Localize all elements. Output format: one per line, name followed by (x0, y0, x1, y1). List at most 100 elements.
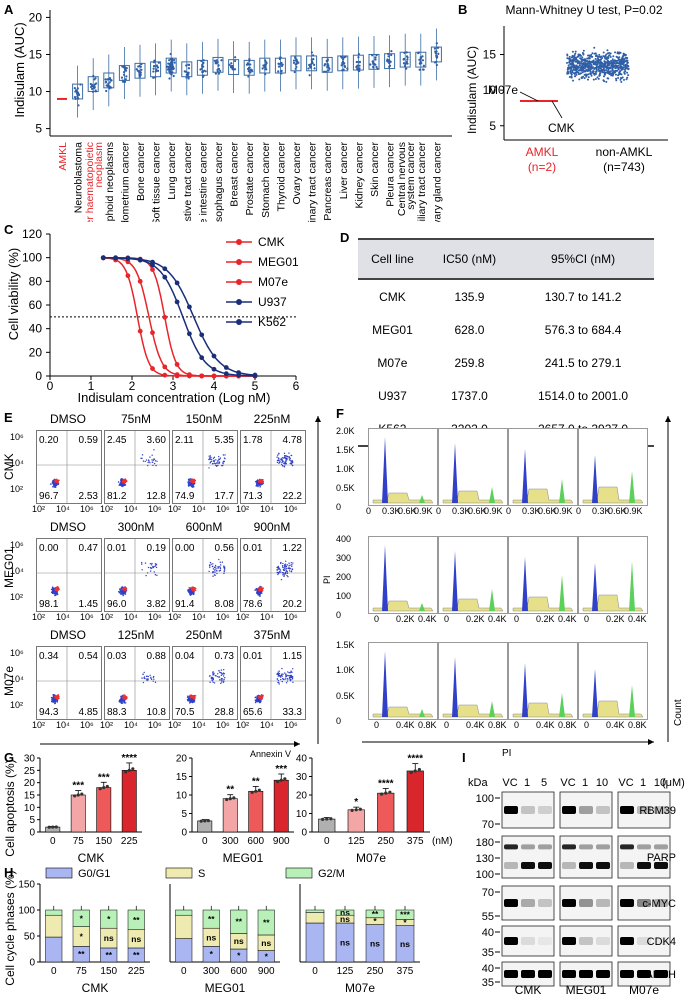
event (121, 699, 124, 702)
y-tick-label: 1.0K (336, 665, 355, 676)
event (212, 673, 214, 675)
panel-b-ylabel: Indisulam (AUC) (465, 46, 479, 134)
y-tick-label: 10⁴ (10, 674, 24, 684)
dot (597, 77, 600, 80)
bar (273, 779, 289, 833)
tick-label: 4 (211, 379, 218, 393)
event (290, 460, 292, 463)
dot (228, 63, 231, 66)
protein-label: RBM39 (639, 805, 676, 817)
event (219, 561, 222, 563)
x-tick-label: 10⁶ (80, 612, 94, 622)
event (219, 566, 221, 568)
dot (166, 68, 170, 71)
dot (168, 63, 171, 66)
legend-label: S (198, 868, 205, 880)
event (213, 456, 216, 459)
category-label: Upper aerodigestive tract cancer (182, 142, 194, 222)
tick-label: 10 (176, 791, 188, 802)
dot (355, 65, 358, 69)
protein-label: GAPDH (637, 969, 676, 981)
quadrant-percent: 94.3 (39, 707, 59, 718)
data-point (125, 273, 131, 279)
x-tick-label: 10⁴ (124, 720, 138, 730)
dot (569, 59, 572, 62)
dot (587, 57, 590, 60)
dot (574, 52, 577, 55)
category-label: Kidney cancer (353, 142, 365, 209)
band (620, 806, 634, 814)
cell: U937 (378, 388, 407, 403)
event (210, 677, 213, 680)
dot (566, 54, 569, 57)
event (189, 484, 191, 487)
data-point (199, 332, 205, 338)
dot (434, 52, 437, 55)
event (141, 569, 143, 571)
x-tick-label: 10⁶ (216, 612, 230, 622)
event (283, 573, 285, 575)
panel-label-b: B (458, 2, 468, 17)
cell: CMK (379, 289, 406, 304)
event (152, 680, 154, 682)
dot (575, 64, 578, 67)
dot (605, 56, 608, 59)
dot (343, 56, 346, 59)
event (285, 568, 287, 570)
legend-label: M07e (258, 275, 288, 289)
dot (619, 76, 622, 79)
dot (248, 59, 251, 62)
dot (374, 58, 377, 61)
legend-label: MEG01 (258, 255, 299, 269)
event (141, 563, 143, 565)
g2m-peak (629, 561, 635, 611)
dot (600, 65, 603, 68)
replicate (228, 797, 232, 801)
dot (580, 60, 583, 63)
replicate (127, 768, 131, 772)
flow-dot-plot: 0.03 0.88 88.3 10.8 (104, 646, 170, 720)
tick-label: 10 (296, 809, 308, 820)
dot (372, 66, 375, 69)
replicate (354, 808, 358, 812)
panel-label-a: A (4, 2, 14, 17)
g2m-peak (419, 603, 425, 611)
event (153, 449, 155, 451)
event (281, 667, 283, 670)
dot (77, 104, 80, 107)
event (212, 676, 214, 679)
dot (341, 58, 345, 61)
data-point (187, 373, 192, 379)
tick-label: 100 (18, 906, 35, 917)
dot (620, 69, 623, 72)
significance: * (403, 917, 407, 927)
event (222, 680, 224, 682)
dot (620, 58, 623, 61)
significance: * (354, 797, 358, 808)
event (291, 464, 294, 467)
event (286, 680, 289, 682)
x-tick-label: 0.4K (466, 720, 485, 730)
dot (566, 71, 569, 74)
event (256, 591, 258, 594)
x-tick-label: 0.2K (606, 614, 625, 624)
event (286, 564, 288, 566)
dot (578, 78, 581, 81)
quadrant-percent: 1.15 (283, 651, 303, 662)
y-tick-label: 200 (336, 572, 352, 582)
event (290, 570, 293, 573)
dot (249, 71, 252, 74)
flow-dot-plot: 0.34 0.54 94.3 4.85 (36, 646, 102, 720)
dot (573, 72, 576, 75)
tick-label: 40 (29, 322, 43, 336)
event (292, 681, 294, 684)
dot (403, 51, 406, 55)
dot (122, 66, 125, 69)
data-point (211, 366, 217, 372)
replicate (279, 778, 283, 782)
dot (601, 69, 604, 72)
dot (606, 77, 609, 80)
dot (567, 64, 570, 67)
dot (373, 63, 376, 66)
band (637, 806, 651, 814)
